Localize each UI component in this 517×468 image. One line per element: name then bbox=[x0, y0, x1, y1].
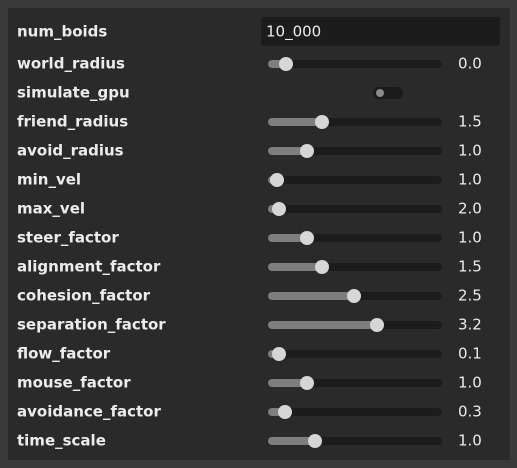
slider-value: 1.0 bbox=[458, 142, 482, 160]
field-label: num_boids bbox=[17, 23, 107, 41]
field-label: simulate_gpu bbox=[17, 84, 130, 102]
slider-value: 3.2 bbox=[458, 316, 482, 334]
field-label: avoid_radius bbox=[17, 142, 124, 160]
slider-fill bbox=[268, 234, 307, 242]
slider-knob[interactable] bbox=[347, 289, 361, 303]
slider-fill bbox=[268, 147, 307, 155]
slider-knob[interactable] bbox=[308, 434, 322, 448]
slider-value: 0.1 bbox=[458, 345, 482, 363]
slider-knob[interactable] bbox=[300, 144, 314, 158]
slider-value: 1.5 bbox=[458, 113, 482, 131]
slider-value: 0.3 bbox=[458, 403, 482, 421]
field-label: max_vel bbox=[17, 200, 85, 218]
field-label: world_radius bbox=[17, 55, 125, 73]
slider-knob[interactable] bbox=[278, 405, 292, 419]
slider-knob[interactable] bbox=[272, 202, 286, 216]
slider-fill bbox=[268, 379, 307, 387]
field-label: cohesion_factor bbox=[17, 287, 151, 305]
slider-knob[interactable] bbox=[315, 260, 329, 274]
field-label: time_scale bbox=[17, 432, 106, 450]
field-label: min_vel bbox=[17, 171, 81, 189]
slider-value: 1.0 bbox=[458, 374, 482, 392]
slider-knob[interactable] bbox=[272, 347, 286, 361]
slider-track[interactable] bbox=[268, 60, 442, 68]
field-label: separation_factor bbox=[17, 316, 166, 334]
slider-value: 1.0 bbox=[458, 171, 482, 189]
toggle-knob bbox=[376, 89, 384, 97]
slider-value: 0.0 bbox=[458, 55, 482, 73]
field-label: steer_factor bbox=[17, 229, 119, 247]
slider-knob[interactable] bbox=[370, 318, 384, 332]
slider-knob[interactable] bbox=[270, 173, 284, 187]
slider-value: 2.5 bbox=[458, 287, 482, 305]
field-label: mouse_factor bbox=[17, 374, 131, 392]
field-label: alignment_factor bbox=[17, 258, 161, 276]
slider-track[interactable] bbox=[268, 350, 442, 358]
text-input[interactable] bbox=[261, 17, 500, 46]
slider-value: 1.0 bbox=[458, 432, 482, 450]
slider-track[interactable] bbox=[268, 408, 442, 416]
slider-fill bbox=[268, 263, 322, 271]
slider-fill bbox=[268, 292, 354, 300]
slider-value: 1.5 bbox=[458, 258, 482, 276]
slider-fill bbox=[268, 437, 315, 445]
field-label: avoidance_factor bbox=[17, 403, 161, 421]
slider-knob[interactable] bbox=[315, 115, 329, 129]
slider-knob[interactable] bbox=[300, 231, 314, 245]
input-value: 10_000 bbox=[266, 23, 321, 42]
slider-track[interactable] bbox=[268, 176, 442, 184]
slider-knob[interactable] bbox=[279, 57, 293, 71]
slider-knob[interactable] bbox=[300, 376, 314, 390]
field-label: flow_factor bbox=[17, 345, 111, 363]
field-label: friend_radius bbox=[17, 113, 128, 131]
slider-fill bbox=[268, 118, 322, 126]
slider-value: 1.0 bbox=[458, 229, 482, 247]
slider-track[interactable] bbox=[268, 205, 442, 213]
slider-fill bbox=[268, 321, 377, 329]
slider-value: 2.0 bbox=[458, 200, 482, 218]
